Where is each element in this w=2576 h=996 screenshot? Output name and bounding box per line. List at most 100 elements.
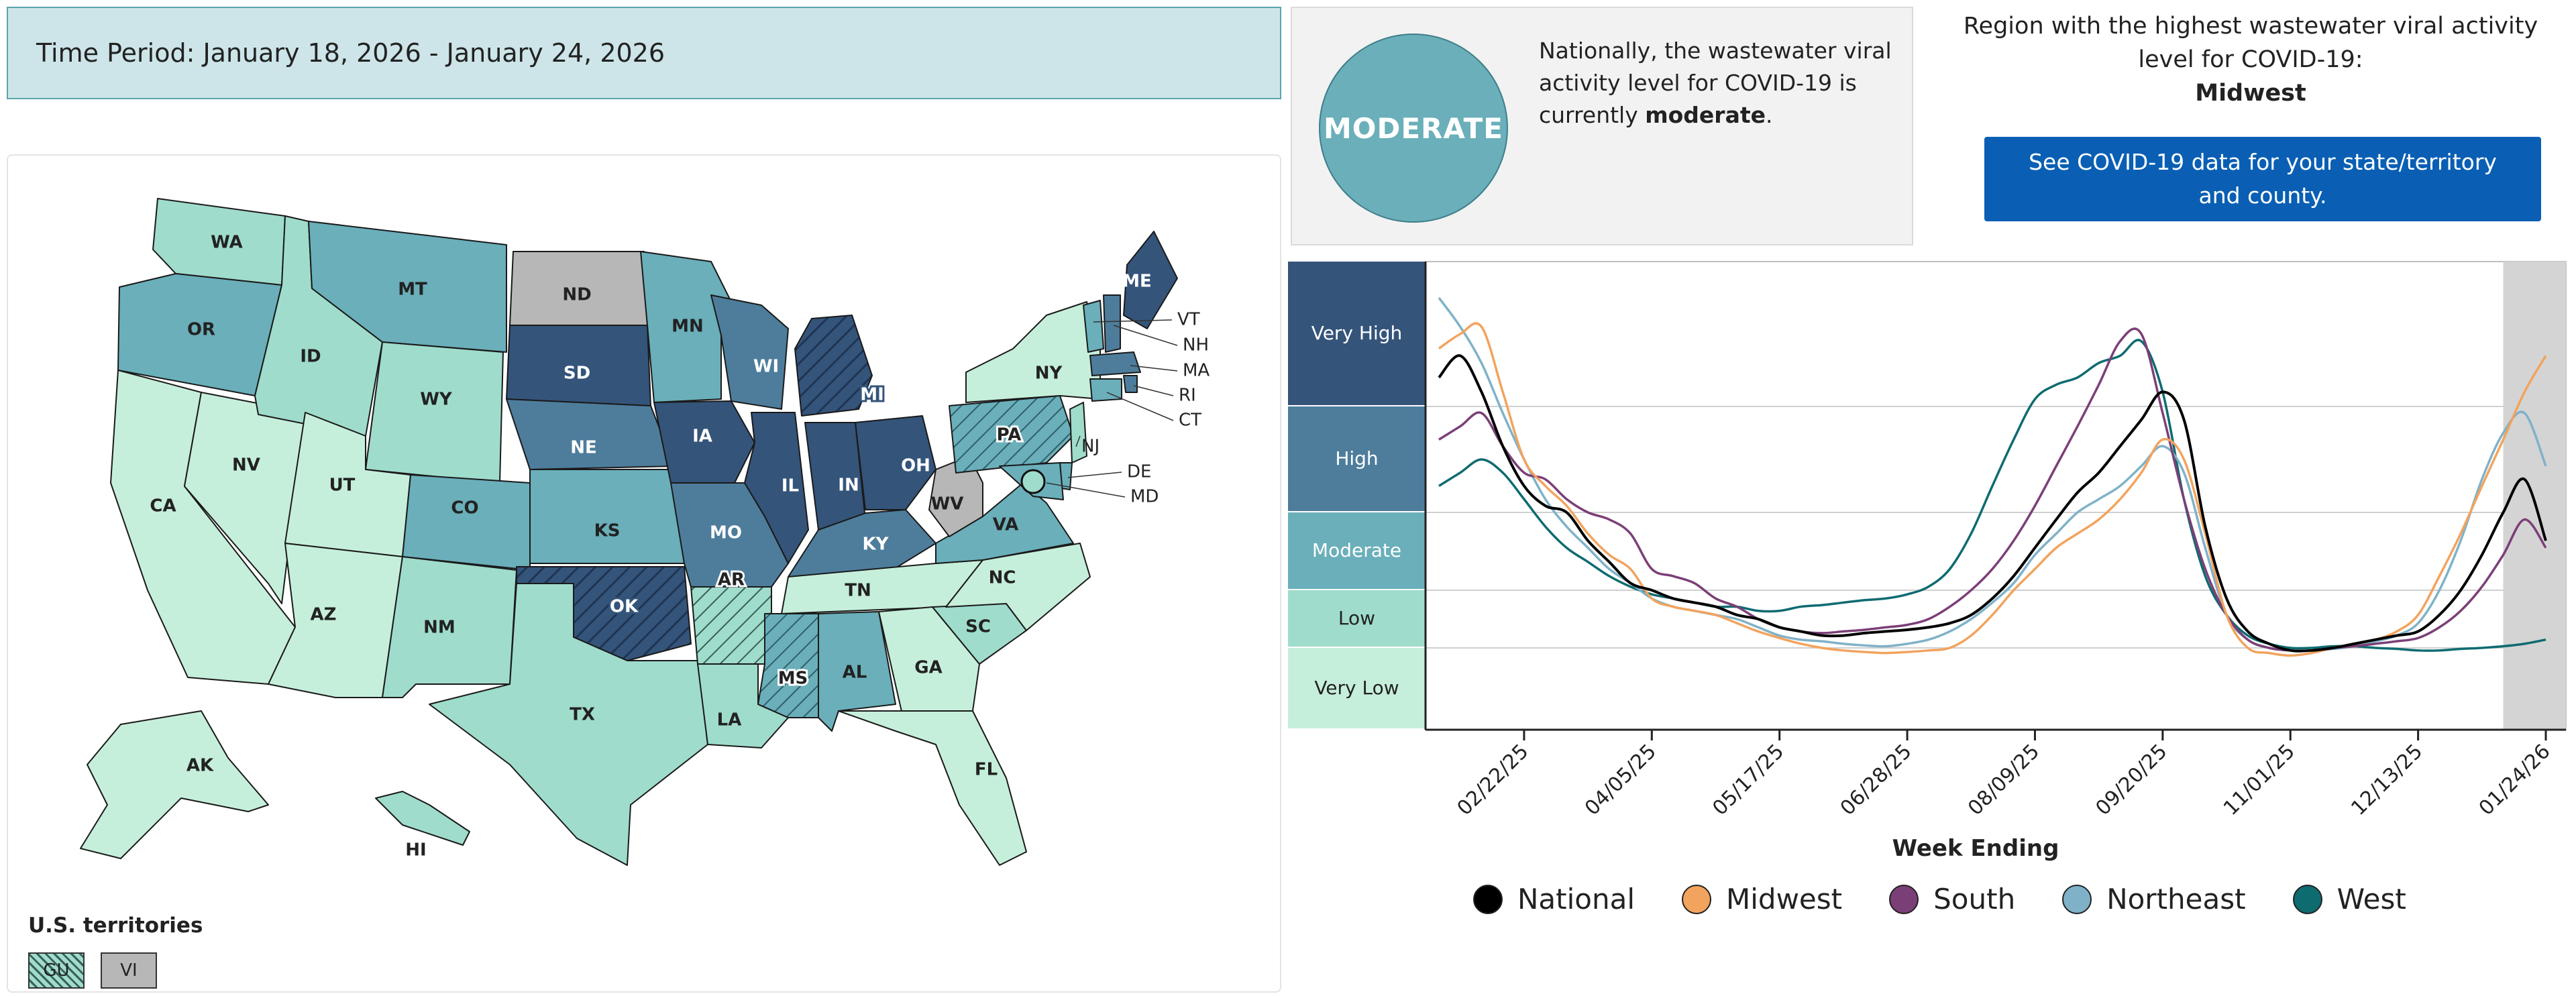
state-label-co: CO bbox=[451, 498, 478, 518]
band-very-low bbox=[1288, 648, 1426, 728]
state-ks[interactable] bbox=[529, 469, 685, 564]
legend-swatch bbox=[2062, 884, 2092, 914]
status-text-bold: moderate bbox=[1645, 102, 1766, 128]
leader-ri bbox=[1133, 385, 1174, 396]
state-label-in: IN bbox=[838, 476, 859, 496]
territory-vi[interactable]: VI bbox=[101, 952, 157, 989]
state-fl[interactable] bbox=[838, 710, 1027, 866]
leader-ma bbox=[1130, 365, 1178, 372]
state-label-ny: NY bbox=[1035, 364, 1063, 384]
band-label-very-high: Very High bbox=[1311, 322, 1403, 344]
state-label-vt: VT bbox=[1177, 310, 1200, 330]
state-label-nj: NJ bbox=[1081, 437, 1099, 457]
time-period-banner: Time Period: January 18, 2026 - January … bbox=[7, 7, 1281, 99]
state-label-mi: MI bbox=[860, 385, 884, 405]
territory-gu[interactable]: GU bbox=[28, 952, 85, 989]
state-ia[interactable] bbox=[653, 400, 755, 484]
state-ma[interactable] bbox=[1089, 351, 1141, 376]
legend-item-national[interactable]: National bbox=[1473, 883, 1635, 916]
state-hi[interactable] bbox=[375, 791, 470, 846]
legend-label: Midwest bbox=[1726, 883, 1843, 916]
state-label-mt: MT bbox=[398, 280, 427, 300]
legend-label: West bbox=[2337, 883, 2406, 916]
state-label-ma: MA bbox=[1183, 361, 1210, 381]
state-label-ky: KY bbox=[863, 535, 890, 555]
state-vt[interactable] bbox=[1083, 300, 1104, 353]
state-ar[interactable] bbox=[690, 586, 772, 665]
state-wy[interactable] bbox=[365, 341, 504, 484]
state-wi[interactable] bbox=[710, 294, 789, 410]
state-ny[interactable] bbox=[965, 301, 1101, 403]
x-tick-label: 11/01/25 bbox=[2219, 740, 2300, 820]
state-mi[interactable] bbox=[794, 315, 873, 417]
state-ct[interactable] bbox=[1089, 378, 1122, 402]
x-tick-label: 04/05/25 bbox=[1580, 740, 1661, 820]
time-period-text: Time Period: January 18, 2026 - January … bbox=[36, 38, 665, 68]
legend-item-northeast[interactable]: Northeast bbox=[2062, 883, 2246, 916]
state-data-button[interactable]: See COVID-19 data for your state/territo… bbox=[1984, 137, 2541, 221]
state-oh[interactable] bbox=[855, 415, 936, 510]
state-ak[interactable] bbox=[80, 710, 269, 859]
state-label-ri: RI bbox=[1179, 386, 1196, 406]
us-map: WA OR CA NV ID MT WY UT AZ CO NM ND SD NE KS OK TX MN IA MO… bbox=[80, 198, 1210, 866]
x-tick-label: 12/13/25 bbox=[2347, 740, 2427, 820]
state-label-la: LA bbox=[717, 710, 742, 730]
state-ms[interactable] bbox=[757, 613, 819, 718]
highest-region-name: Midwest bbox=[2195, 80, 2306, 107]
series-line-south bbox=[1438, 327, 2547, 653]
leader-de bbox=[1067, 472, 1122, 478]
x-tick-label: 08/09/25 bbox=[1964, 740, 2044, 820]
state-label-al: AL bbox=[843, 663, 867, 683]
state-label-nh: NH bbox=[1183, 335, 1209, 355]
legend-label: National bbox=[1517, 883, 1635, 916]
state-label-ak: AK bbox=[186, 756, 214, 776]
state-nj[interactable] bbox=[1069, 402, 1087, 463]
trend-chart: Very High High Moderate Low Very Low 02/22/25… bbox=[1288, 261, 2567, 862]
state-data-button-label: See COVID-19 data for your state/territo… bbox=[2029, 149, 2497, 209]
series-line-northeast bbox=[1438, 296, 2547, 652]
legend-swatch bbox=[1473, 884, 1503, 914]
dc-marker[interactable] bbox=[1020, 469, 1046, 494]
leader-vt bbox=[1093, 319, 1173, 323]
leader-nj bbox=[1075, 435, 1081, 447]
state-label-tn: TN bbox=[845, 581, 871, 601]
state-ne[interactable] bbox=[506, 398, 675, 470]
national-status-text: Nationally, the wastewater viral activit… bbox=[1539, 35, 1894, 131]
level-badge-text: MODERATE bbox=[1324, 111, 1503, 145]
state-tx[interactable] bbox=[429, 583, 708, 866]
national-status-box: MODERATE Nationally, the wastewater vira… bbox=[1291, 7, 1913, 245]
state-ri[interactable] bbox=[1123, 375, 1138, 393]
legend-swatch bbox=[1889, 884, 1919, 914]
leader-md bbox=[1046, 482, 1126, 498]
state-label-fl: FL bbox=[975, 760, 998, 780]
x-tick-label: 05/17/25 bbox=[1708, 740, 1788, 820]
legend-item-west[interactable]: West bbox=[2292, 883, 2406, 916]
state-mn[interactable] bbox=[640, 251, 739, 403]
state-label-tx: TX bbox=[570, 705, 595, 725]
state-il[interactable] bbox=[744, 412, 809, 564]
state-label-oh: OH bbox=[901, 456, 930, 476]
states-layer bbox=[80, 198, 1178, 866]
band-label-moderate: Moderate bbox=[1312, 539, 1401, 561]
leader-nh bbox=[1113, 325, 1178, 346]
state-label-mn: MN bbox=[672, 317, 704, 337]
highest-region-box: Region with the highest wastewater viral… bbox=[1932, 9, 2569, 110]
state-me[interactable] bbox=[1123, 231, 1178, 329]
legend-item-south[interactable]: South bbox=[1889, 883, 2015, 916]
state-label-nm: NM bbox=[423, 618, 455, 638]
state-label-va: VA bbox=[993, 515, 1018, 535]
state-label-sc: SC bbox=[965, 617, 991, 637]
state-nh[interactable] bbox=[1103, 294, 1121, 353]
state-label-nc: NC bbox=[989, 568, 1016, 588]
state-label-ia: IA bbox=[692, 427, 712, 447]
state-co[interactable] bbox=[402, 474, 531, 571]
legend-swatch bbox=[1682, 884, 1712, 914]
state-va[interactable] bbox=[935, 482, 1074, 564]
state-label-wv: WV bbox=[931, 494, 964, 514]
territory-gu-label: GU bbox=[43, 960, 70, 981]
band-high bbox=[1288, 406, 1426, 511]
state-label-pa: PA bbox=[997, 425, 1022, 445]
legend-item-midwest[interactable]: Midwest bbox=[1682, 883, 1842, 916]
band-label-very-low: Very Low bbox=[1314, 677, 1399, 699]
